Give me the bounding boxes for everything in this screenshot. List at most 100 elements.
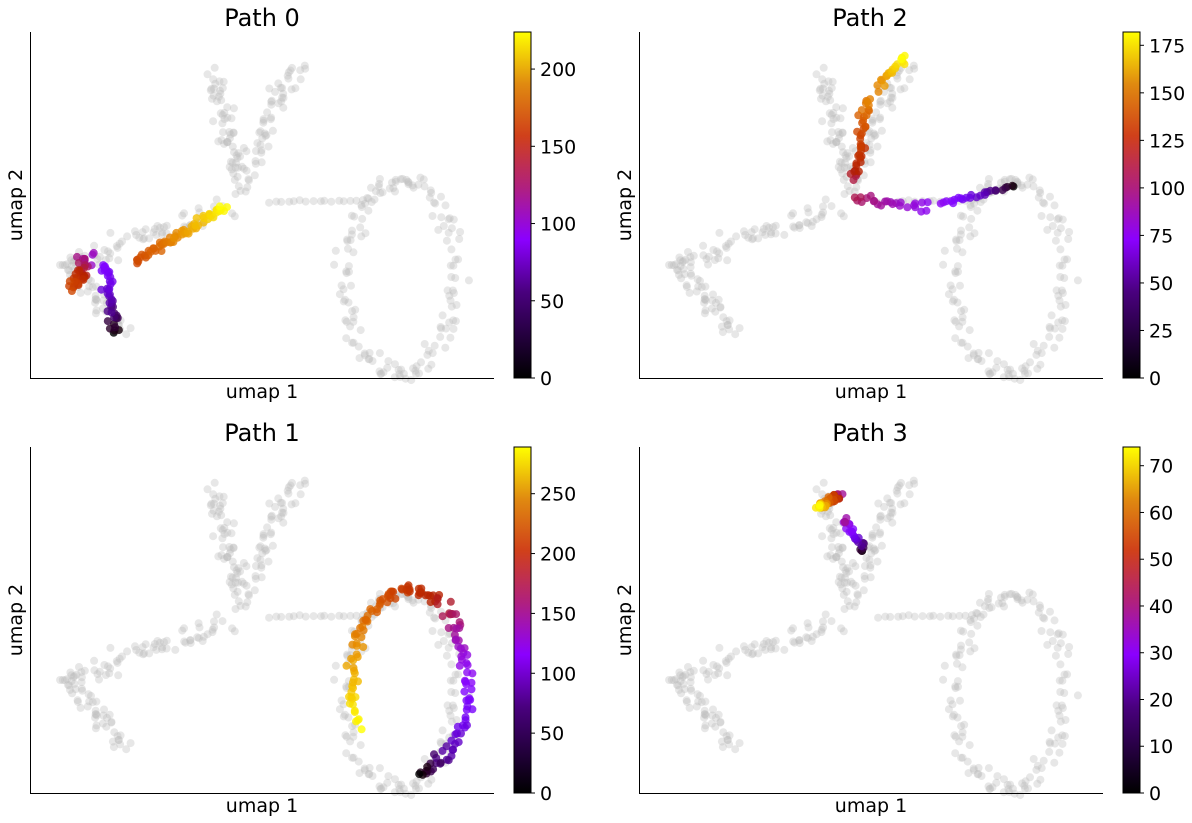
background-point xyxy=(210,617,218,626)
background-point xyxy=(242,166,251,175)
background-point xyxy=(861,562,869,570)
background-point xyxy=(940,246,949,255)
background-point xyxy=(437,324,446,333)
background-point xyxy=(352,611,361,620)
background-point xyxy=(442,651,451,660)
path-point xyxy=(463,668,472,677)
background-point xyxy=(686,668,695,677)
background-point xyxy=(415,369,423,378)
background-point xyxy=(718,743,727,752)
background-point xyxy=(700,710,709,719)
colorbar-tick-label: 100 xyxy=(1149,178,1185,200)
path-point xyxy=(405,587,414,596)
background-point xyxy=(1060,317,1069,326)
background-point xyxy=(208,94,216,103)
background-point xyxy=(845,601,854,610)
background-point xyxy=(231,578,240,587)
background-point xyxy=(870,131,879,140)
background-point xyxy=(284,489,293,498)
background-point xyxy=(216,89,225,98)
background-point xyxy=(251,159,260,168)
scatter-points xyxy=(665,51,1082,385)
background-point xyxy=(888,93,897,102)
background-point xyxy=(1058,731,1067,740)
background-point xyxy=(992,363,1001,372)
background-point xyxy=(795,636,804,645)
background-point xyxy=(974,770,983,778)
y-axis-label: umap 2 xyxy=(5,584,27,656)
background-point xyxy=(63,675,72,684)
background-point xyxy=(284,68,293,77)
background-point xyxy=(245,176,253,185)
background-point xyxy=(853,590,862,599)
path-point xyxy=(389,587,398,596)
background-point xyxy=(444,215,453,224)
background-point xyxy=(852,598,861,607)
background-point xyxy=(973,609,982,618)
background-point xyxy=(126,324,135,333)
background-point xyxy=(208,625,217,634)
background-point xyxy=(442,324,450,333)
background-point xyxy=(850,187,859,196)
background-point xyxy=(958,338,967,347)
background-point xyxy=(951,334,960,343)
background-point xyxy=(126,739,135,748)
background-point xyxy=(436,323,445,331)
background-point xyxy=(1050,343,1059,352)
background-point xyxy=(948,712,957,721)
background-point xyxy=(993,772,1002,781)
background-point xyxy=(444,630,453,639)
path-point xyxy=(223,203,231,212)
background-point xyxy=(825,524,834,533)
path-point xyxy=(850,193,859,202)
background-point xyxy=(358,214,367,223)
background-point xyxy=(876,515,885,524)
background-point xyxy=(239,144,248,152)
background-point xyxy=(832,518,841,527)
background-point xyxy=(416,173,425,182)
background-point xyxy=(233,172,242,181)
background-point xyxy=(832,138,841,146)
background-point xyxy=(958,317,967,326)
background-point xyxy=(349,732,358,741)
background-point xyxy=(832,137,841,146)
background-point xyxy=(669,261,678,270)
background-point xyxy=(818,532,827,541)
background-point xyxy=(267,528,276,537)
colorbar-tick-label: 125 xyxy=(1149,130,1185,152)
background-point xyxy=(230,212,239,221)
path-point xyxy=(111,323,120,332)
background-point xyxy=(359,196,367,205)
background-point xyxy=(710,256,719,264)
background-point xyxy=(214,92,223,101)
path-point xyxy=(856,193,865,202)
background-point xyxy=(839,212,848,221)
background-point xyxy=(83,287,92,296)
background-point xyxy=(259,115,268,124)
background-point xyxy=(721,242,730,251)
scatter-points xyxy=(665,476,1082,800)
path-point xyxy=(880,81,889,90)
background-point xyxy=(727,652,735,661)
background-point xyxy=(905,481,914,490)
background-point xyxy=(886,612,895,621)
path-point xyxy=(840,518,849,526)
background-point xyxy=(872,523,881,532)
background-point xyxy=(444,643,453,652)
background-point xyxy=(220,139,229,148)
background-point xyxy=(265,84,274,93)
background-point xyxy=(676,262,685,270)
background-point xyxy=(970,199,979,208)
background-point xyxy=(840,605,849,613)
background-point xyxy=(141,225,150,234)
background-point xyxy=(260,129,269,138)
background-point xyxy=(795,221,804,230)
background-point xyxy=(823,552,832,561)
background-point xyxy=(73,696,82,705)
background-point xyxy=(795,636,804,645)
background-point xyxy=(895,481,904,490)
background-point xyxy=(834,128,843,136)
colorbar-tick-label: 150 xyxy=(540,136,576,158)
background-point xyxy=(675,253,684,262)
